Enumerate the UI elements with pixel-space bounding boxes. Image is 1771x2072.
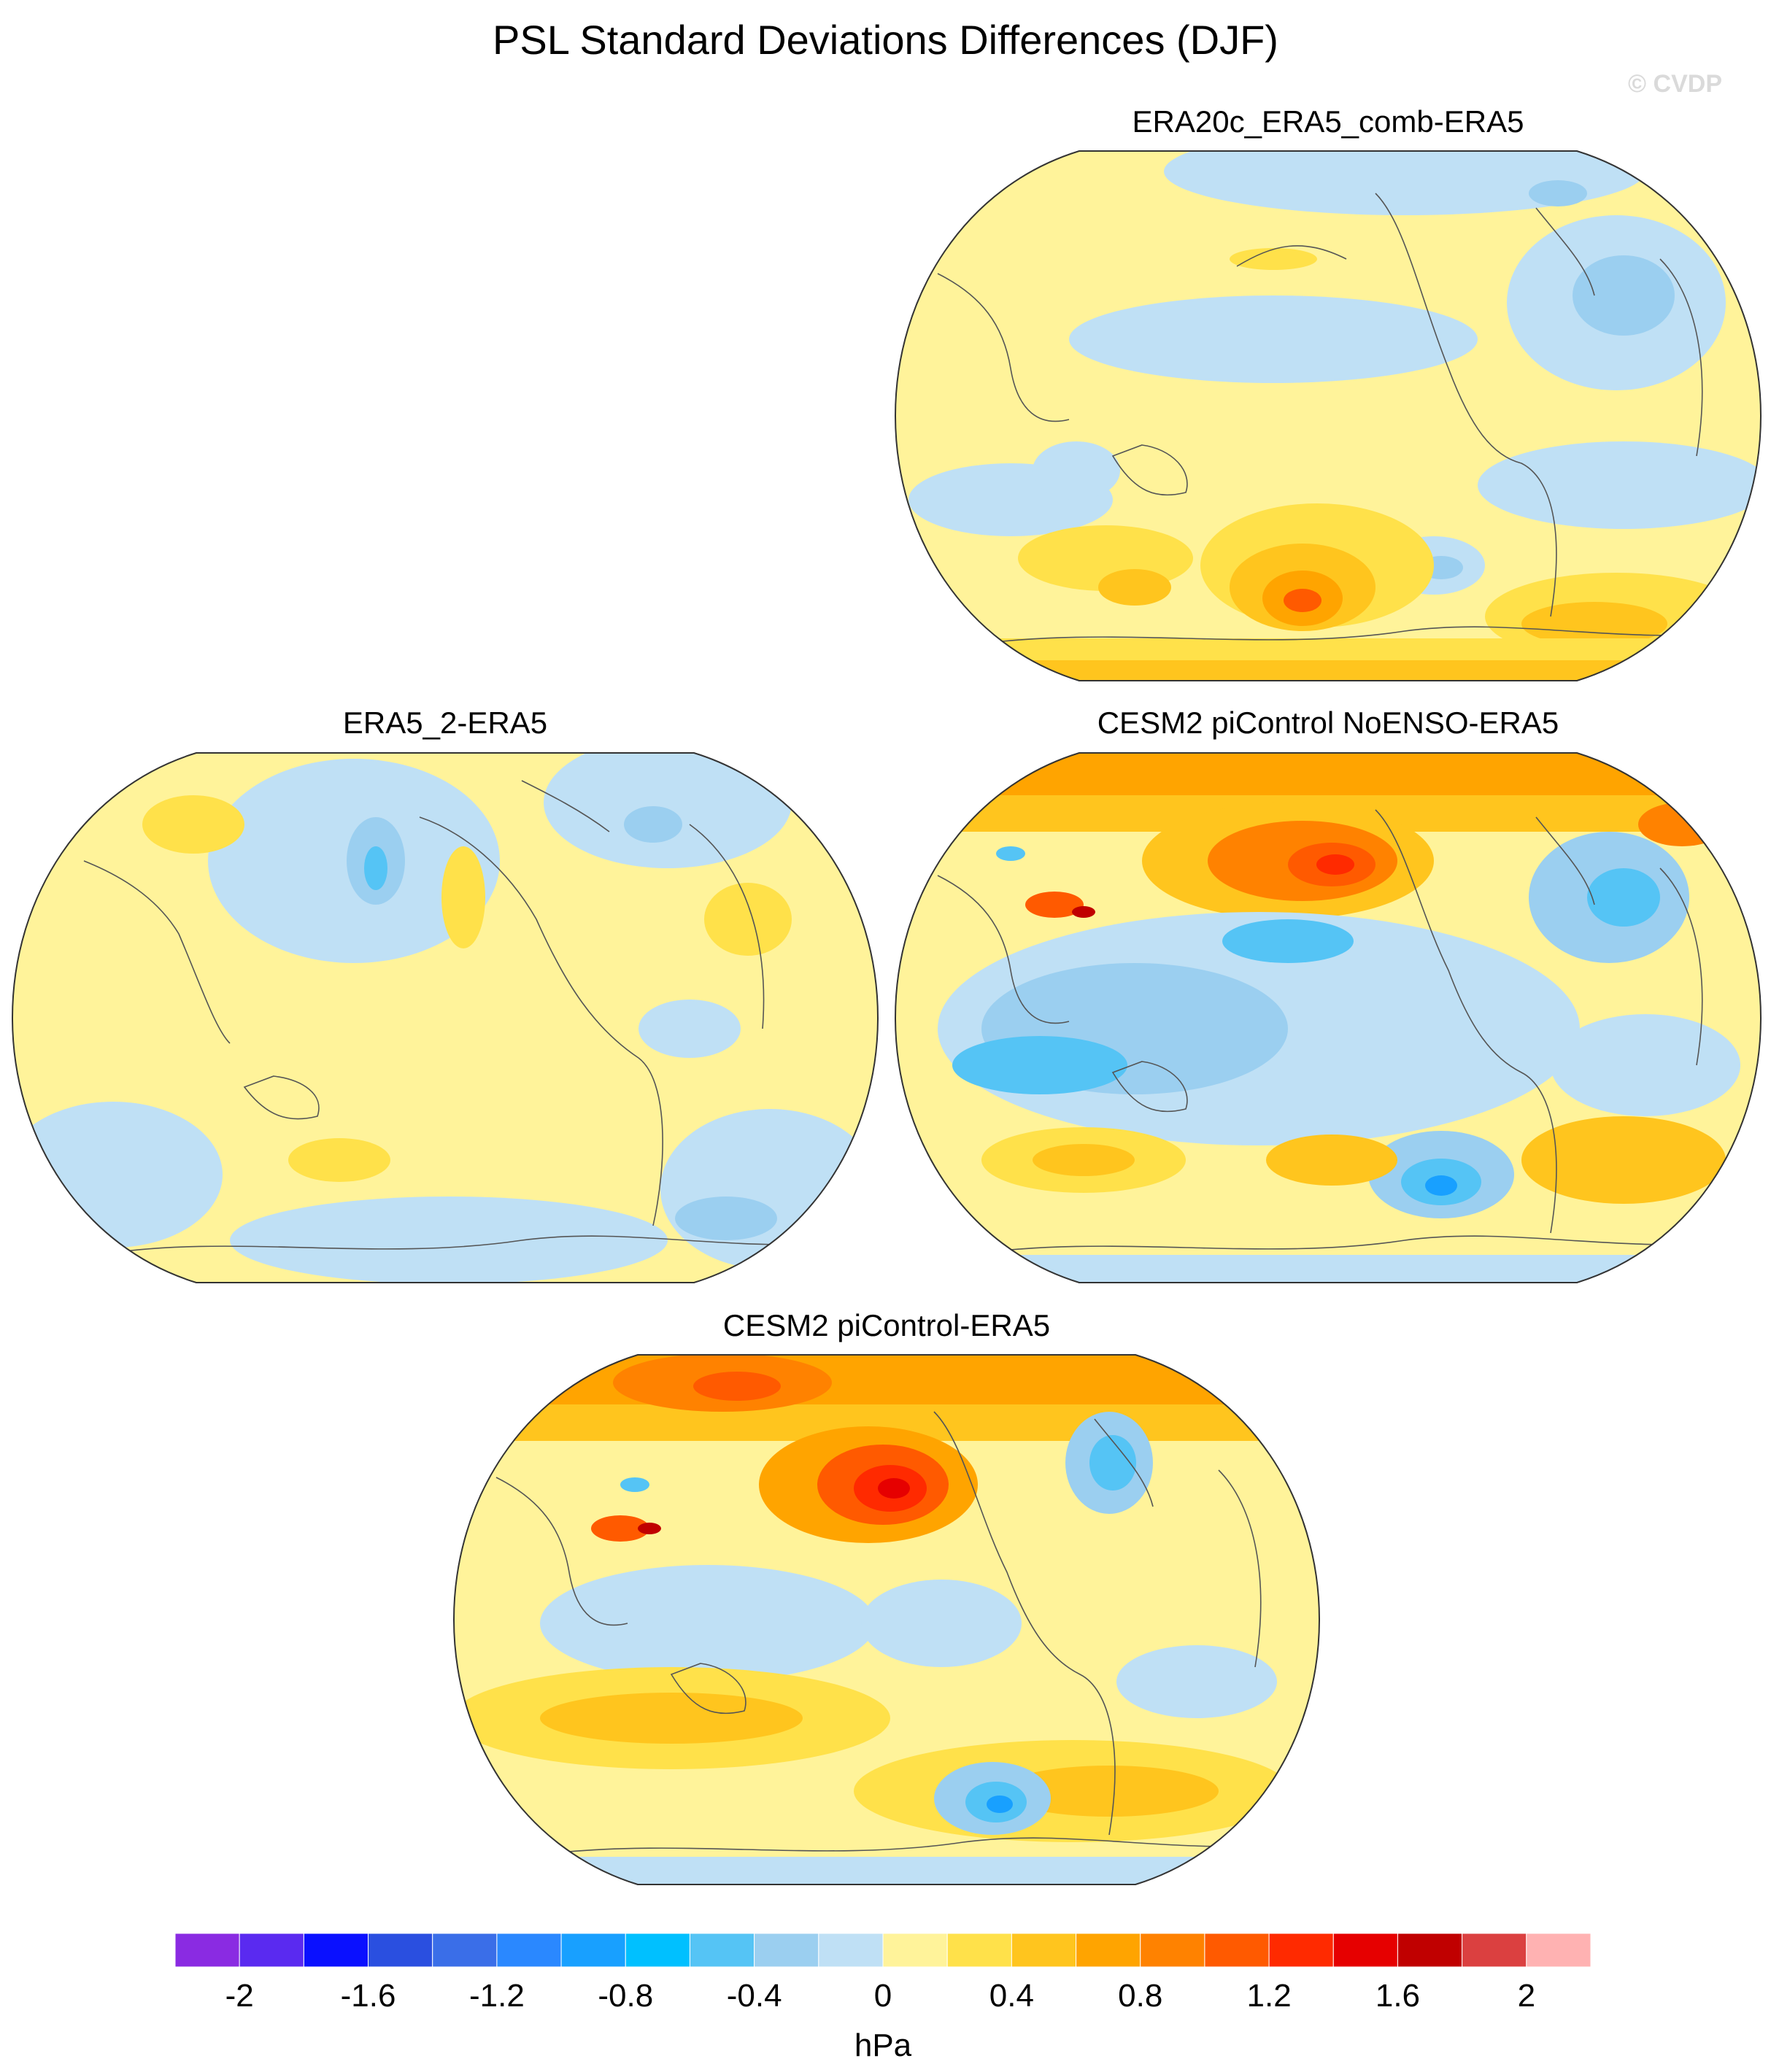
colorbar-tick-label: -0.4 bbox=[727, 1978, 782, 2014]
figure-title: PSL Standard Deviations Differences (DJF… bbox=[493, 17, 1278, 63]
colorbar-swatch bbox=[1332, 1933, 1398, 1968]
map-panel-era5-2 bbox=[11, 752, 879, 1283]
colorbar-tick-label: 0.4 bbox=[989, 1978, 1034, 2014]
colorbar-swatch bbox=[754, 1933, 819, 1968]
colorbar-swatch bbox=[818, 1933, 884, 1968]
colorbar-swatch bbox=[1397, 1933, 1463, 1968]
colorbar-swatch bbox=[946, 1933, 1012, 1968]
map-panel-cesm2 bbox=[452, 1354, 1321, 1885]
panel-title-era5-2: ERA5_2-ERA5 bbox=[342, 706, 548, 740]
colorbar-swatch bbox=[1204, 1933, 1270, 1968]
colorbar-tick-label: -1.2 bbox=[469, 1978, 525, 2014]
colorbar-swatch bbox=[174, 1933, 240, 1968]
colorbar-swatches bbox=[174, 1933, 1591, 1968]
colorbar-tick-label: -1.6 bbox=[341, 1978, 396, 2014]
colorbar-swatch bbox=[1076, 1933, 1141, 1968]
colorbar-swatch bbox=[432, 1933, 498, 1968]
colorbar-units: hPa bbox=[854, 2027, 912, 2063]
map-panel-cesm2-noenso bbox=[894, 752, 1762, 1283]
colorbar-swatch bbox=[689, 1933, 755, 1968]
colorbar-tick-label: -0.8 bbox=[598, 1978, 653, 2014]
colorbar: -2 -1.6 -1.2 -0.8 -0.4 0 0.4 0.8 1.2 1.6 2 hPa bbox=[174, 1933, 1591, 2063]
colorbar-swatch bbox=[496, 1933, 562, 1968]
colorbar-swatch bbox=[1462, 1933, 1527, 1968]
colorbar-swatch bbox=[1268, 1933, 1334, 1968]
colorbar-tick-label: 0.8 bbox=[1118, 1978, 1162, 2014]
watermark: © CVDP bbox=[1628, 70, 1722, 98]
colorbar-tick-label: 1.6 bbox=[1375, 1978, 1420, 2014]
colorbar-swatch bbox=[1011, 1933, 1077, 1968]
colorbar-swatch bbox=[239, 1933, 304, 1968]
panel-title-era20c: ERA20c_ERA5_comb-ERA5 bbox=[1132, 104, 1524, 139]
colorbar-tick-label: 0 bbox=[874, 1978, 892, 2014]
colorbar-swatch bbox=[560, 1933, 626, 1968]
colorbar-tick-label: -2 bbox=[225, 1978, 254, 2014]
colorbar-swatch bbox=[303, 1933, 369, 1968]
colorbar-tick-label: 2 bbox=[1518, 1978, 1535, 2014]
panel-title-cesm2-noenso: CESM2 piControl NoENSO-ERA5 bbox=[1097, 706, 1559, 740]
colorbar-swatch bbox=[1140, 1933, 1205, 1968]
panel-title-cesm2: CESM2 piControl-ERA5 bbox=[722, 1308, 1051, 1342]
colorbar-tick-label: 1.2 bbox=[1247, 1978, 1292, 2014]
map-panel-era20c bbox=[894, 150, 1762, 681]
colorbar-swatch bbox=[625, 1933, 690, 1968]
colorbar-ticks: -2 -1.6 -1.2 -0.8 -0.4 0 0.4 0.8 1.2 1.6 2 bbox=[225, 1978, 1535, 2014]
colorbar-swatch bbox=[1526, 1933, 1591, 1968]
colorbar-swatch bbox=[368, 1933, 433, 1968]
colorbar-swatch bbox=[882, 1933, 948, 1968]
